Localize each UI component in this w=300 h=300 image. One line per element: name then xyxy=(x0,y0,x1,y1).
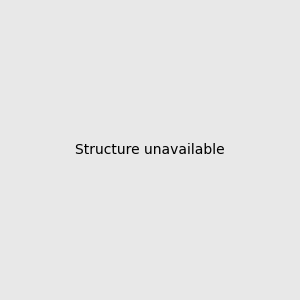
Text: Structure unavailable: Structure unavailable xyxy=(75,143,225,157)
